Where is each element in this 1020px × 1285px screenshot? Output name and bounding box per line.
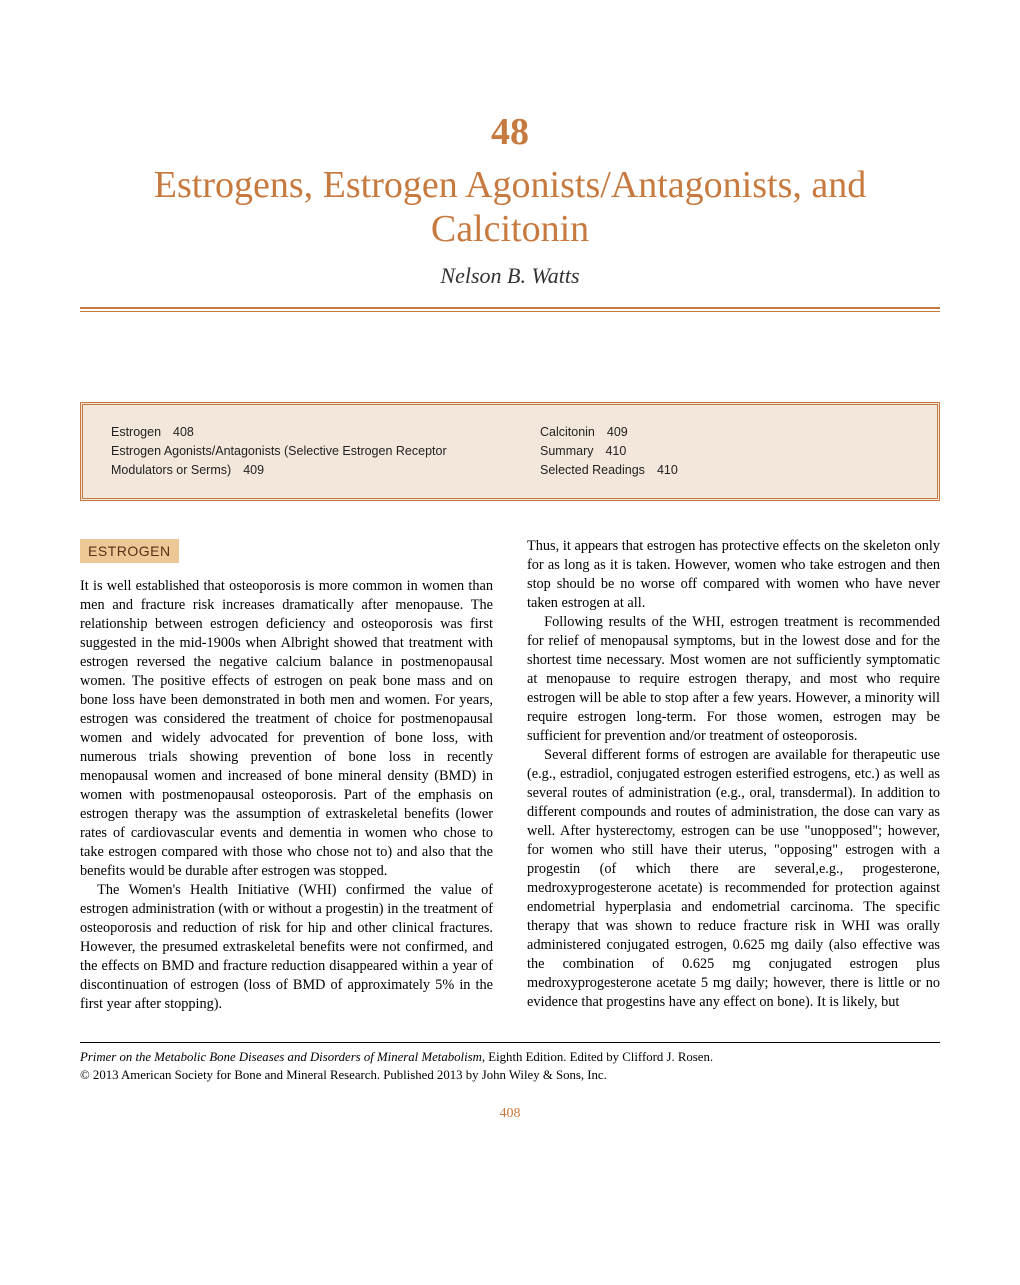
toc-left-column: Estrogen 408 Estrogen Agonists/Antagonist…	[111, 423, 480, 479]
body-paragraph: Following results of the WHI, estrogen t…	[527, 613, 940, 746]
toc-page: 410	[605, 444, 626, 458]
footer-book-title: Primer on the Metabolic Bone Diseases an…	[80, 1050, 482, 1064]
title-rule-thin	[80, 311, 940, 312]
toc-page: 409	[243, 463, 264, 477]
toc-label: Calcitonin	[540, 425, 595, 439]
body-paragraph: The Women's Health Initiative (WHI) conf…	[80, 881, 493, 1014]
body-paragraph: Several different forms of estrogen are …	[527, 746, 940, 1012]
chapter-title: Estrogens, Estrogen Agonists/Antagonists…	[80, 164, 940, 251]
toc-entry: Estrogen Agonists/Antagonists (Selective…	[111, 442, 480, 480]
toc-label: Estrogen Agonists/Antagonists (Selective…	[111, 444, 447, 477]
page-number: 408	[80, 1106, 940, 1122]
section-heading-estrogen: ESTROGEN	[80, 539, 179, 564]
toc-entry: Selected Readings 410	[540, 461, 909, 480]
toc-box: Estrogen 408 Estrogen Agonists/Antagonist…	[80, 402, 940, 500]
toc-page: 408	[173, 425, 194, 439]
body-paragraph: Thus, it appears that estrogen has prote…	[527, 537, 940, 613]
toc-label: Summary	[540, 444, 593, 458]
toc-entry: Estrogen 408	[111, 423, 480, 442]
toc-entry: Calcitonin 409	[540, 423, 909, 442]
toc-page: 409	[607, 425, 628, 439]
footer-citation: Primer on the Metabolic Bone Diseases an…	[80, 1049, 940, 1084]
body-text-columns: ESTROGEN It is well established that ost…	[80, 537, 940, 1015]
footer-edition: , Eighth Edition. Edited by Clifford J. …	[482, 1050, 713, 1064]
body-paragraph: It is well established that osteoporosis…	[80, 577, 493, 881]
toc-label: Estrogen	[111, 425, 161, 439]
toc-entry: Summary 410	[540, 442, 909, 461]
chapter-number: 48	[80, 110, 940, 154]
toc-label: Selected Readings	[540, 463, 645, 477]
title-rule-thick	[80, 307, 940, 309]
toc-right-column: Calcitonin 409 Summary 410 Selected Readin…	[540, 423, 909, 479]
chapter-author: Nelson B. Watts	[80, 263, 940, 289]
footer-copyright: © 2013 American Society for Bone and Min…	[80, 1068, 607, 1082]
toc-page: 410	[657, 463, 678, 477]
footer-rule	[80, 1042, 940, 1043]
